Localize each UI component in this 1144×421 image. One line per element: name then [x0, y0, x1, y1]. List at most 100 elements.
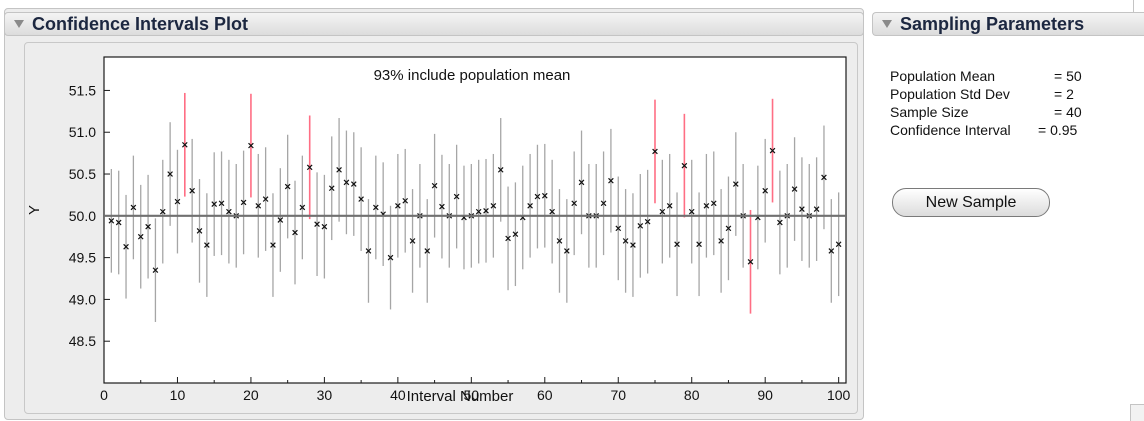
marker-stroke: [659, 208, 666, 215]
sample-mean-marker: [475, 208, 482, 215]
sample-mean-marker: [277, 217, 284, 223]
sample-mean-marker: [226, 208, 232, 215]
marker-stroke: [769, 147, 776, 154]
sample-mean-marker: [159, 208, 166, 215]
sample-mean-marker: [608, 177, 614, 184]
marker-stroke: [622, 238, 629, 244]
marker-stroke: [343, 179, 350, 186]
sample-mean-marker: [821, 174, 827, 181]
sample-mean-marker: [681, 162, 688, 169]
marker-stroke: [512, 231, 519, 238]
x-tick-label: 0: [100, 387, 108, 403]
marker-stroke: [152, 267, 159, 273]
sample-mean-marker: [358, 196, 364, 202]
marker-stroke: [431, 182, 438, 189]
sample-mean-marker: [299, 204, 306, 211]
sample-mean-marker: [181, 141, 188, 148]
marker-stroke: [725, 225, 732, 232]
x-tick-label: 70: [610, 387, 626, 403]
marker-stroke: [159, 208, 166, 215]
sample-mean-marker: [395, 202, 401, 209]
sample-mean-marker: [387, 254, 394, 261]
marker-stroke: [813, 206, 820, 212]
sample-mean-marker: [204, 242, 210, 248]
marker-stroke: [652, 148, 658, 155]
sample-mean-marker: [365, 248, 372, 254]
marker-stroke: [424, 248, 431, 254]
marker-stroke: [600, 200, 607, 207]
marker-stroke: [204, 242, 210, 248]
marker-stroke: [534, 193, 541, 200]
sample-mean-marker: [534, 193, 541, 200]
marker-stroke: [762, 187, 769, 194]
sample-mean-marker: [732, 181, 739, 187]
marker-stroke: [299, 204, 306, 211]
x-axis-label: Interval Number: [407, 388, 514, 405]
sample-mean-marker: [262, 196, 269, 202]
sample-mean-marker: [196, 228, 203, 234]
y-tick-label: 50.5: [69, 166, 96, 182]
marker-stroke: [277, 217, 284, 223]
new-sample-button[interactable]: New Sample: [892, 188, 1050, 217]
param-value[interactable]: = 2: [1054, 86, 1074, 102]
y-axis-label: Y: [26, 205, 43, 215]
sample-mean-marker: [439, 203, 445, 210]
sample-mean-marker: [564, 248, 570, 254]
y-tick-label: 50.0: [69, 208, 96, 224]
disclosure-triangle-icon[interactable]: [882, 20, 892, 28]
marker-stroke: [541, 192, 548, 199]
sample-mean-marker: [813, 206, 820, 212]
resize-corner[interactable]: [1130, 404, 1144, 421]
marker-stroke: [115, 219, 122, 226]
sample-mean-marker: [240, 199, 247, 206]
parameters-panel-header[interactable]: Sampling Parameters: [872, 12, 1144, 36]
y-tick-label: 49.5: [69, 250, 96, 266]
marker-stroke: [350, 181, 357, 187]
sample-mean-marker: [659, 208, 666, 215]
sample-mean-marker: [578, 179, 585, 186]
marker-stroke: [262, 196, 269, 202]
sample-mean-marker: [505, 235, 511, 242]
marker-stroke: [321, 223, 328, 230]
marker-stroke: [123, 243, 129, 250]
marker-stroke: [292, 229, 298, 236]
sample-mean-marker: [777, 219, 783, 226]
sample-mean-marker: [152, 267, 159, 273]
marker-stroke: [828, 248, 835, 254]
sample-mean-marker: [189, 187, 195, 194]
sample-mean-marker: [328, 185, 335, 192]
marker-stroke: [226, 208, 232, 215]
param-row-sample-size: Sample Size = 40: [890, 104, 1140, 122]
sample-mean-marker: [424, 248, 431, 254]
marker-stroke: [666, 202, 673, 209]
param-value[interactable]: = 50: [1054, 68, 1082, 84]
sample-mean-marker: [512, 231, 519, 238]
marker-stroke: [703, 202, 710, 209]
parameters-panel-title: Sampling Parameters: [900, 13, 1085, 34]
x-tick-label: 50: [464, 387, 480, 403]
sample-mean-marker: [292, 229, 298, 236]
sample-mean-marker: [218, 200, 225, 207]
marker-stroke: [630, 242, 636, 248]
marker-stroke: [674, 241, 680, 248]
marker-stroke: [732, 181, 739, 187]
sample-mean-marker: [747, 258, 754, 265]
x-tick-label: 40: [390, 387, 406, 403]
sample-mean-marker: [497, 167, 504, 173]
param-label: Sample Size: [890, 104, 969, 120]
x-tick-label: 20: [243, 387, 259, 403]
disclosure-triangle-icon[interactable]: [14, 20, 24, 28]
sample-mean-marker: [549, 208, 555, 215]
plot-panel-header[interactable]: Confidence Intervals Plot: [4, 12, 864, 36]
sample-mean-marker: [725, 225, 732, 232]
marker-stroke: [556, 238, 563, 244]
sample-mean-marker: [799, 206, 805, 212]
sample-mean-marker: [541, 192, 548, 199]
param-value[interactable]: = 0.95: [1038, 122, 1078, 138]
marker-stroke: [527, 202, 533, 209]
marker-stroke: [409, 238, 416, 244]
window-edge-line: [1133, 0, 1134, 12]
param-value[interactable]: = 40: [1054, 104, 1082, 120]
sample-mean-marker: [571, 200, 578, 207]
